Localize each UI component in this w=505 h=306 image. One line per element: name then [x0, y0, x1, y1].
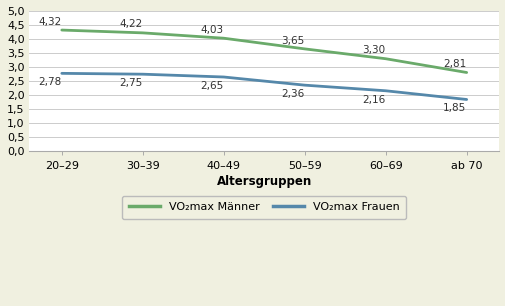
Text: 2,16: 2,16 — [361, 95, 384, 105]
Text: 4,03: 4,03 — [199, 25, 223, 35]
Legend: VO₂max Männer, VO₂max Frauen: VO₂max Männer, VO₂max Frauen — [122, 196, 406, 219]
Text: 3,30: 3,30 — [361, 45, 384, 55]
Text: 2,36: 2,36 — [280, 89, 304, 99]
Text: 1,85: 1,85 — [442, 103, 465, 114]
X-axis label: Altersgruppen: Altersgruppen — [216, 175, 311, 188]
Text: 2,75: 2,75 — [119, 78, 142, 88]
Text: 4,22: 4,22 — [119, 20, 142, 29]
Text: 3,65: 3,65 — [280, 35, 304, 46]
Text: 4,32: 4,32 — [38, 17, 61, 27]
Text: 2,78: 2,78 — [38, 77, 61, 87]
Text: 2,65: 2,65 — [199, 81, 223, 91]
Text: 2,81: 2,81 — [442, 59, 465, 69]
